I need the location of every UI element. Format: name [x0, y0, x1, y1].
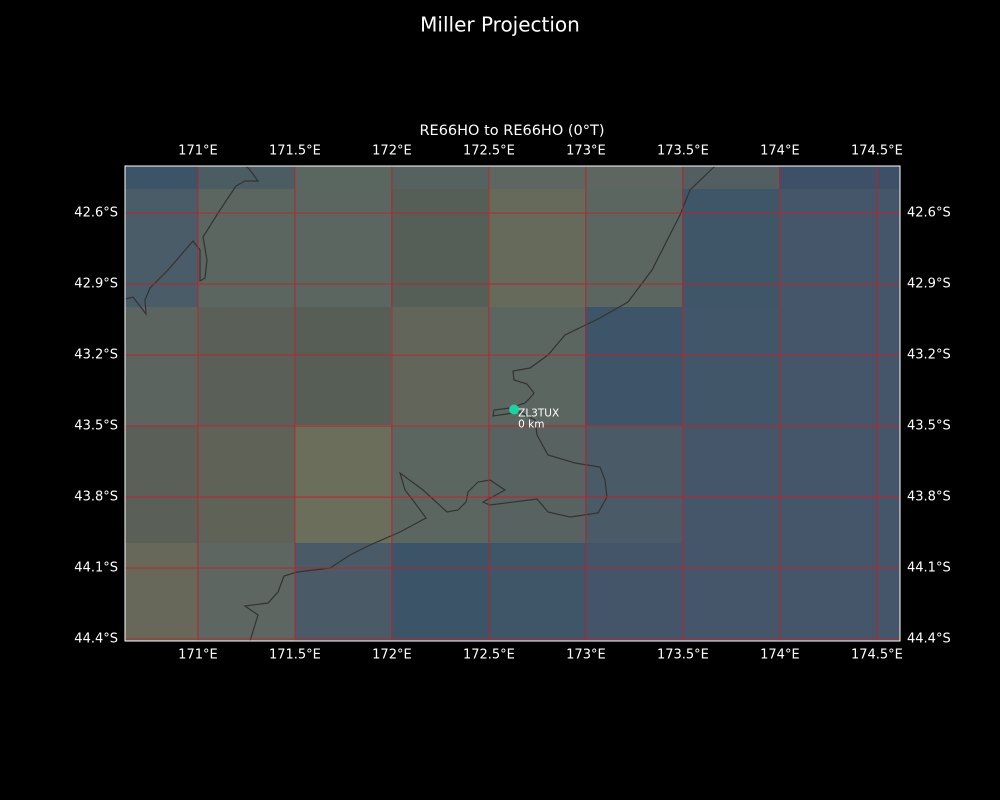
y-tick-label-left: 44.1°S [74, 561, 118, 576]
terrain-tiles [125, 166, 900, 641]
graticule [125, 166, 900, 641]
subtitle: RE66HO to RE66HO (0°T) [419, 123, 604, 139]
terrain-tile [198, 189, 295, 307]
y-tick-label-left: 43.8°S [74, 490, 118, 505]
terrain-tile [125, 166, 198, 189]
terrain-tile [779, 543, 900, 641]
y-tick-label-left: 44.4°S [74, 632, 118, 647]
station-name: ZL3TUX [518, 408, 559, 420]
terrain-tile [488, 307, 585, 425]
x-tick-label-top: 174.5°E [851, 144, 903, 159]
terrain-tile [198, 543, 295, 641]
terrain-tile [125, 543, 198, 641]
station-marker [509, 404, 520, 415]
x-tick-label-bottom: 173°E [566, 648, 606, 663]
terrain-tile [391, 543, 488, 641]
x-tick-label-bottom: 173.5°E [657, 648, 709, 663]
tick-labels: 171°E 171°E 171.5°E 171.5°E 172°E 172°E 172.5°… [74, 144, 950, 663]
terrain-tile [295, 543, 391, 641]
terrain-tile [682, 425, 779, 543]
terrain-tile [682, 189, 779, 307]
y-tick-label-right: 42.6°S [907, 206, 951, 221]
y-tick-label-right: 43.5°S [907, 419, 951, 434]
terrain-tile [391, 425, 488, 543]
terrain-tile [198, 166, 295, 189]
coastline-west [124, 165, 260, 316]
coastline-east [243, 165, 716, 642]
y-tick-label-right: 44.4°S [907, 632, 951, 647]
y-tick-label-left: 42.9°S [74, 277, 118, 292]
station-distance: 0 km [518, 419, 544, 431]
terrain-tile [295, 307, 391, 425]
x-tick-label-top: 172.5°E [463, 144, 515, 159]
terrain-tile [198, 307, 295, 425]
map-frame [124, 165, 901, 642]
x-tick-label-top: 171°E [178, 144, 218, 159]
x-tick-label-top: 172°E [372, 144, 412, 159]
title: Miller Projection [420, 13, 580, 37]
terrain-tile [125, 425, 198, 543]
x-tick-label-top: 173.5°E [657, 144, 709, 159]
x-tick-label-bottom: 171.5°E [269, 648, 321, 663]
x-tick-label-bottom: 172°E [372, 648, 412, 663]
y-tick-label-right: 42.9°S [907, 277, 951, 292]
terrain-tile [125, 307, 198, 425]
x-tick-label-bottom: 171°E [178, 648, 218, 663]
terrain-tile [125, 189, 198, 307]
terrain-tile [585, 307, 682, 425]
terrain-tile [585, 543, 682, 641]
terrain-tile [391, 189, 488, 307]
terrain-tile [779, 425, 900, 543]
y-tick-label-left: 43.2°S [74, 348, 118, 363]
x-tick-label-top: 174°E [760, 144, 800, 159]
x-tick-label-top: 173°E [566, 144, 606, 159]
terrain-tile [585, 425, 682, 543]
terrain-tile [682, 166, 779, 189]
terrain-tile [682, 543, 779, 641]
x-tick-label-bottom: 172.5°E [463, 648, 515, 663]
y-tick-label-left: 43.5°S [74, 419, 118, 434]
x-tick-label-bottom: 174°E [760, 648, 800, 663]
y-tick-label-right: 43.2°S [907, 348, 951, 363]
x-tick-label-top: 171.5°E [269, 144, 321, 159]
terrain-tile [295, 189, 391, 307]
terrain-tile [488, 425, 585, 543]
terrain-tile [779, 189, 900, 307]
terrain-tile [682, 307, 779, 425]
terrain-tile [198, 425, 295, 543]
y-tick-label-right: 44.1°S [907, 561, 951, 576]
y-tick-label-right: 43.8°S [907, 490, 951, 505]
terrain-tile [488, 543, 585, 641]
terrain-tile [585, 189, 682, 307]
terrain-tile [295, 166, 391, 189]
coastline [124, 165, 716, 642]
terrain-tile [585, 166, 682, 189]
x-tick-label-bottom: 174.5°E [851, 648, 903, 663]
y-tick-label-left: 42.6°S [74, 206, 118, 221]
terrain-tile [295, 425, 391, 543]
terrain-tile [488, 166, 585, 189]
terrain-tile [391, 166, 488, 189]
terrain-tile [391, 307, 488, 425]
terrain-tile [779, 166, 900, 189]
terrain-tile [779, 307, 900, 425]
terrain-tile [488, 189, 585, 307]
